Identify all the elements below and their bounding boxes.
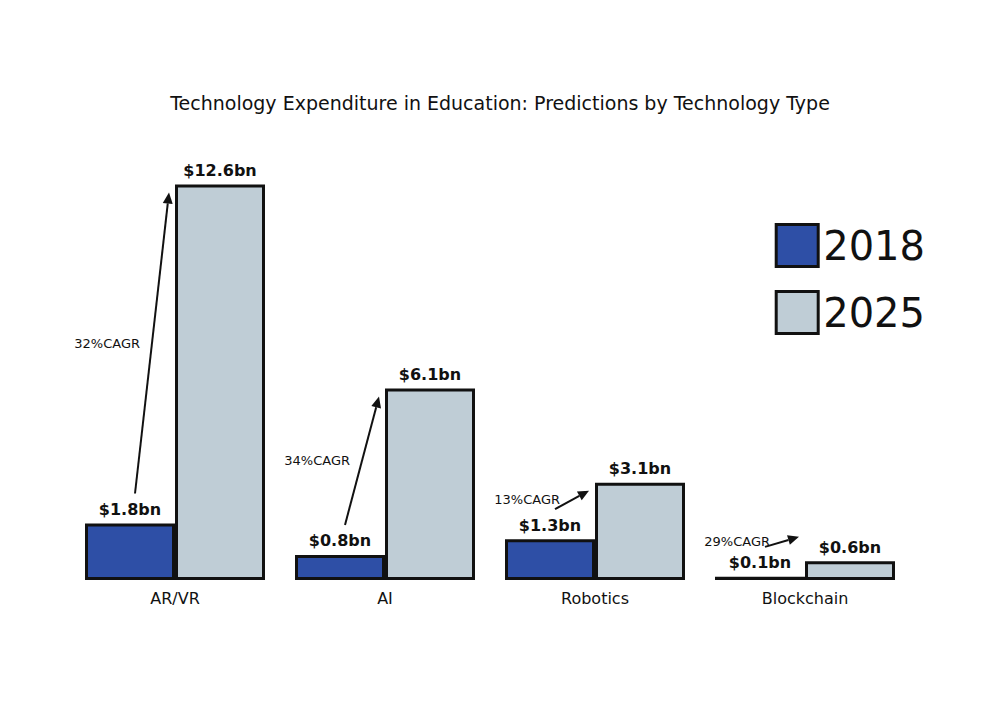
svg-text:$1.8bn: $1.8bn bbox=[99, 500, 161, 519]
svg-text:2025: 2025 bbox=[823, 290, 925, 336]
svg-text:AI: AI bbox=[377, 589, 393, 608]
svg-text:$0.6bn: $0.6bn bbox=[819, 538, 881, 557]
svg-text:$3.1bn: $3.1bn bbox=[609, 459, 671, 478]
svg-text:Blockchain: Blockchain bbox=[762, 589, 849, 608]
svg-text:2018: 2018 bbox=[823, 223, 925, 269]
svg-text:$0.8bn: $0.8bn bbox=[309, 531, 371, 550]
svg-text:Technology Expenditure in Educ: Technology Expenditure in Education: Pre… bbox=[169, 92, 830, 114]
svg-text:13%CAGR: 13%CAGR bbox=[494, 492, 560, 507]
svg-text:$12.6bn: $12.6bn bbox=[183, 161, 256, 180]
svg-text:$6.1bn: $6.1bn bbox=[399, 365, 461, 384]
svg-text:Robotics: Robotics bbox=[561, 589, 629, 608]
svg-text:$1.3bn: $1.3bn bbox=[519, 516, 581, 535]
svg-text:AR/VR: AR/VR bbox=[150, 589, 200, 608]
svg-text:29%CAGR: 29%CAGR bbox=[704, 534, 770, 549]
svg-text:34%CAGR: 34%CAGR bbox=[284, 453, 350, 468]
svg-text:32%CAGR: 32%CAGR bbox=[74, 336, 140, 351]
svg-text:$0.1bn: $0.1bn bbox=[729, 553, 791, 572]
